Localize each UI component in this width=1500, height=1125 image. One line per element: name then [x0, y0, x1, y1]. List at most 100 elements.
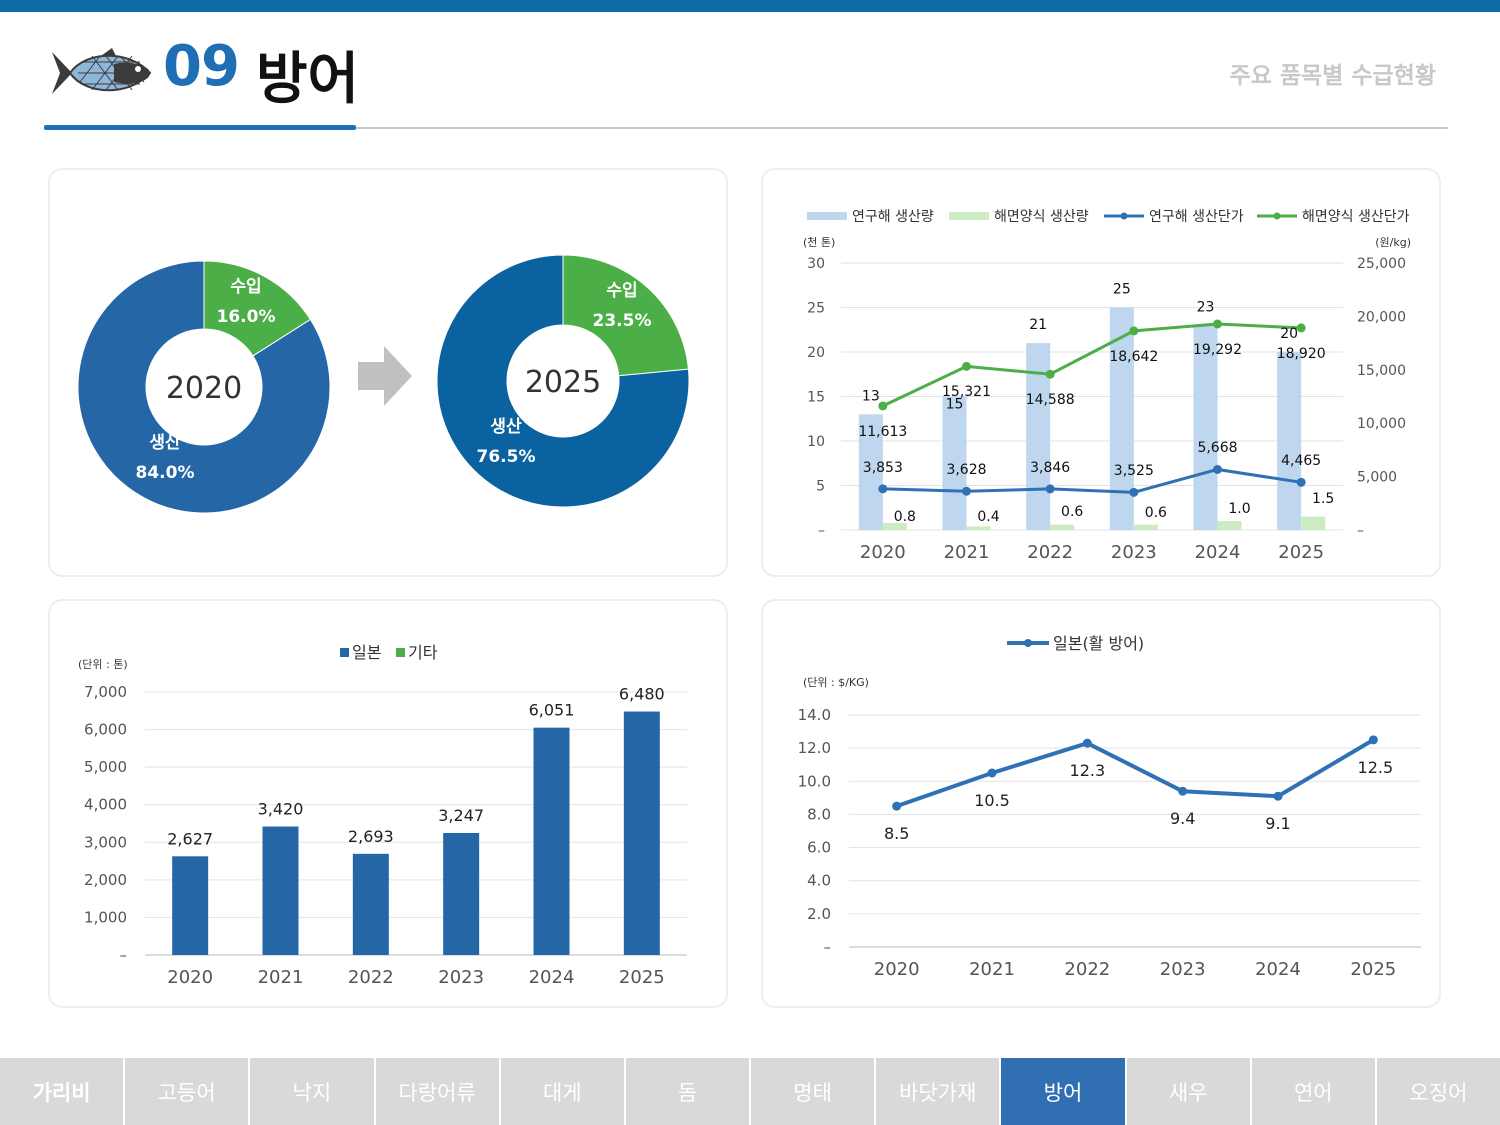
line-data-label: 18,642: [1109, 349, 1158, 365]
line-data-label: 8.5: [884, 824, 909, 843]
x-tick: 2022: [1064, 959, 1110, 980]
legend-marker: [1273, 212, 1281, 220]
line-data-label: 3,628: [946, 462, 986, 478]
donut-slice-value: 84.0%: [136, 463, 195, 483]
y-tick-right: 20,000: [1357, 309, 1406, 325]
legend-label: 기타: [408, 643, 438, 662]
nav-tab-sea-bream[interactable]: 돔: [625, 1058, 752, 1125]
x-tick: 2022: [1027, 542, 1073, 563]
nav-tab-squid[interactable]: 오징어: [1376, 1058, 1500, 1125]
bar-data-label: 6,051: [529, 701, 575, 720]
nav-tab-pollock[interactable]: 명태: [751, 1058, 877, 1125]
bar-japan-export: [533, 727, 570, 955]
page-number: 09: [163, 34, 240, 99]
y-tick-left: 5: [816, 479, 825, 495]
line-data-label: 3,846: [1030, 460, 1070, 476]
line-data-label: 9.1: [1265, 814, 1290, 833]
nav-tab-shrimp[interactable]: 새우: [1126, 1058, 1252, 1125]
x-tick: 2023: [438, 967, 484, 988]
bar-data-label: 2,693: [348, 827, 394, 846]
export-bar-panel: 일본 기타 (단위 : 톤) – 1,000 2,000 3,000 4,000 5,000 6,…: [48, 599, 728, 1008]
nav-tab-octopus[interactable]: 낙지: [250, 1058, 376, 1125]
legend-swatch: [949, 212, 989, 220]
price-line-chart: 일본(활 방어) (단위 : $/KG) – 2.0 4.0 6.0 8.0 10.0 12.0…: [798, 634, 1421, 980]
donut-slice-label: 생산: [149, 433, 181, 453]
header-divider: [44, 127, 1448, 129]
bar-aquaculture-production: [966, 526, 991, 530]
bar-data-label: 0.6: [1145, 505, 1167, 521]
price-point: [1368, 735, 1378, 745]
aquaculture-price-point: [1296, 323, 1306, 333]
y-tick-right: 15,000: [1357, 363, 1406, 379]
nav-tab-yellowtail[interactable]: 방어: [1001, 1058, 1127, 1125]
legend-label: 연구해 생산단가: [1149, 209, 1244, 225]
bar-data-label: 21: [1029, 317, 1047, 333]
y-tick-right: 25,000: [1357, 256, 1406, 272]
wild-price-point: [962, 486, 971, 496]
y-tick: 2.0: [807, 905, 831, 923]
price-point: [892, 801, 902, 811]
x-tick: 2021: [969, 959, 1015, 980]
price-point: [1273, 791, 1283, 801]
axis-unit: (단위 : $/KG): [803, 676, 869, 689]
nav-tab-scallop[interactable]: 가리비: [0, 1058, 126, 1125]
bar-aquaculture-production: [1217, 521, 1242, 530]
x-tick: 2023: [1111, 542, 1157, 563]
bar-data-label: 25: [1113, 282, 1131, 298]
y-tick-left: –: [818, 523, 825, 539]
y-tick-left: 20: [807, 345, 825, 361]
nav-tab-lobster[interactable]: 바닷가재: [876, 1058, 1002, 1125]
bar-aquaculture-production: [882, 522, 907, 530]
bar-data-label: 0.8: [894, 509, 916, 525]
wild-price-point: [1129, 487, 1139, 497]
y-tick-left: 25: [807, 301, 825, 317]
bar-aquaculture-production: [1133, 524, 1158, 530]
legend-label: 연구해 생산량: [852, 209, 934, 225]
donut-slice-production: [436, 254, 690, 508]
donut-slice-label: 수입: [230, 277, 261, 297]
y-tick: 4.0: [807, 872, 831, 890]
y-tick: –: [824, 938, 832, 956]
nav-tab-snow-crab[interactable]: 대게: [500, 1058, 626, 1125]
legend-label: 일본(활 방어): [1053, 634, 1144, 653]
line-data-label: 18,920: [1277, 346, 1326, 362]
line-data-label: 14,588: [1026, 392, 1075, 408]
y-tick-left: 30: [807, 256, 825, 272]
bar-data-label: 20: [1280, 326, 1298, 342]
y-tick-left: 15: [807, 390, 825, 406]
legend-swatch: [340, 648, 349, 657]
y-tick: 5,000: [84, 758, 127, 776]
price-point: [1082, 738, 1092, 748]
wild-price-point: [1045, 484, 1055, 494]
bar-data-label: 23: [1197, 299, 1215, 315]
x-tick: 2021: [944, 542, 990, 563]
aquaculture-price-point: [1045, 369, 1055, 379]
y-tick: –: [120, 946, 128, 964]
page-subtitle: 주요 품목별 수급현황: [1229, 63, 1436, 89]
x-tick: 2024: [1255, 959, 1301, 980]
page-title: 방어: [256, 47, 360, 112]
legend-swatch: [807, 212, 847, 220]
donut-slice-label: 수입: [606, 281, 637, 301]
donut-slice-value: 16.0%: [217, 307, 276, 327]
nav-tab-mackerel[interactable]: 고등어: [125, 1058, 251, 1125]
bar-data-label: 15: [946, 397, 964, 413]
y-tick: 7,000: [84, 683, 127, 701]
nav-tab-salmon[interactable]: 연어: [1251, 1058, 1377, 1125]
line-data-label: 15,321: [942, 384, 991, 400]
legend-label: 해면양식 생산단가: [1302, 209, 1410, 225]
price-line: [896, 738, 1375, 809]
axis-unit: (단위 : 톤): [78, 658, 128, 671]
line-data-label: 19,292: [1193, 342, 1242, 358]
donut-slice-import: [562, 254, 689, 377]
price-line-panel: 일본(활 방어) (단위 : $/KG) – 2.0 4.0 6.0 8.0 10.0 12.0…: [761, 599, 1441, 1008]
line-data-label: 3,853: [863, 460, 903, 476]
y-tick: 1,000: [84, 908, 127, 926]
nav-tab-tuna[interactable]: 다랑어류: [375, 1058, 501, 1125]
x-tick: 2020: [860, 542, 906, 563]
wild-price-point: [1296, 477, 1306, 487]
legend-label: 해면양식 생산량: [994, 209, 1089, 225]
bar-wild-production: [1193, 325, 1218, 530]
production-combo-panel: 연구해 생산량 해면양식 생산량 연구해 생산단가 해면양식 생산단가 (천 톤) (원/…: [761, 168, 1441, 577]
line-data-label: 5,668: [1197, 440, 1237, 456]
